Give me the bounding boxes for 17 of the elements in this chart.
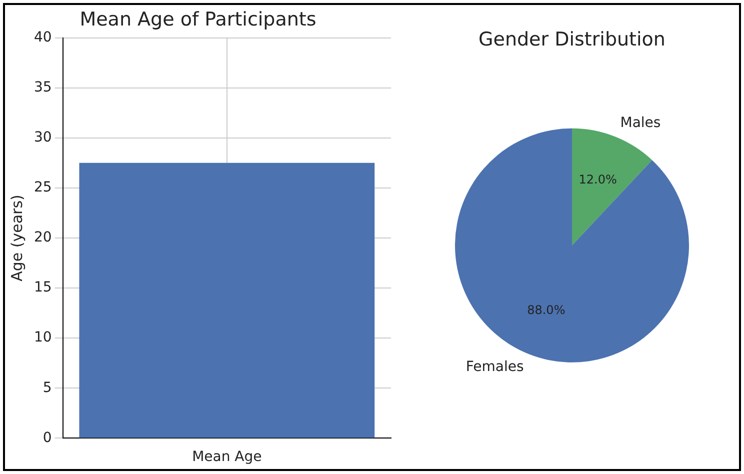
slice-label: Males <box>620 115 661 132</box>
y-tick-label: 10 <box>34 330 52 346</box>
chart-title: Mean Age of Participants <box>80 8 316 30</box>
slice-label: Females <box>466 358 524 375</box>
y-tick-label: 20 <box>34 230 52 246</box>
x-tick-label: Mean Age <box>192 449 262 466</box>
y-tick-label: 0 <box>42 430 52 446</box>
y-tick-label: 5 <box>42 380 52 396</box>
data-label: 88.0% <box>527 302 566 317</box>
y-tick-label: 25 <box>34 180 52 196</box>
y-axis-title: Age (years) <box>8 194 26 282</box>
y-tick-label: 35 <box>34 79 52 96</box>
y-tick-label: 30 <box>34 130 52 146</box>
y-tick-label: 15 <box>34 280 52 296</box>
y-tick-label: 40 <box>34 29 52 46</box>
data-label: 12.0% <box>578 172 617 186</box>
chart-title: Gender Distribution <box>478 28 666 50</box>
